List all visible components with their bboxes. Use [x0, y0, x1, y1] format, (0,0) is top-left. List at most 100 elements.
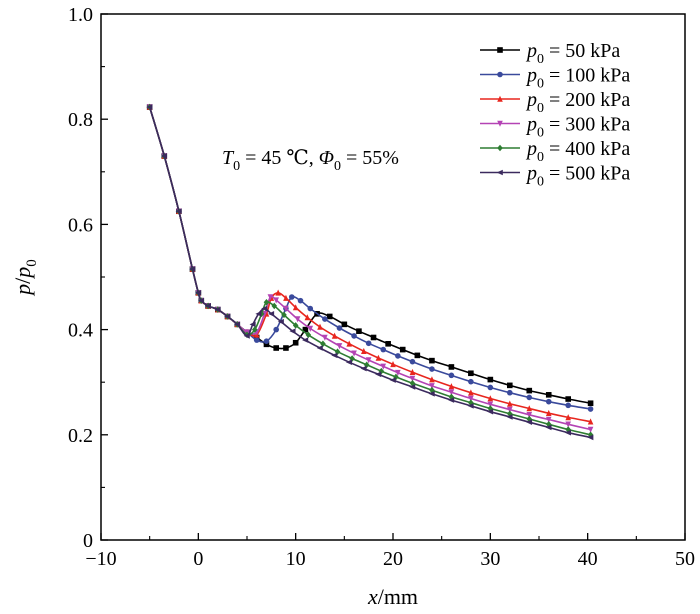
- legend-label: p0 = 400 kPa: [525, 138, 630, 165]
- data-point: [331, 332, 338, 339]
- data-point: [429, 366, 435, 372]
- data-point: [317, 323, 323, 330]
- legend-label: p0 = 500 kPa: [525, 163, 630, 190]
- x-tick-label: −10: [85, 548, 116, 570]
- condition-annotation: T0 = 45 ℃, Φ0 = 55%: [222, 147, 399, 174]
- data-point: [251, 326, 258, 333]
- data-point: [545, 398, 552, 405]
- data-point: [526, 394, 533, 401]
- data-point: [448, 364, 455, 370]
- legend-item-3: p0 = 200 kPa: [480, 89, 630, 116]
- data-point: [243, 333, 250, 339]
- data-point: [261, 305, 268, 312]
- y-tick-label: 0: [83, 530, 93, 552]
- data-point: [587, 400, 594, 407]
- legend-label: p0 = 200 kPa: [525, 89, 630, 116]
- data-point: [204, 303, 211, 309]
- y-tick-label: 0.4: [68, 320, 93, 342]
- legend-item-4: p0 = 300 kPa: [480, 114, 630, 141]
- data-point: [507, 389, 513, 396]
- legend-swatch-marker: [497, 95, 503, 102]
- data-point: [380, 363, 387, 370]
- legend-item-6: p0 = 500 kPa: [480, 163, 630, 190]
- data-point: [267, 294, 274, 301]
- data-point: [341, 321, 348, 328]
- data-point: [175, 208, 182, 215]
- data-point: [468, 395, 474, 402]
- series-6: [146, 104, 594, 441]
- data-point: [378, 367, 385, 375]
- data-point: [429, 383, 435, 390]
- data-point: [587, 426, 594, 433]
- data-point: [370, 334, 377, 341]
- legend-swatch-marker: [497, 47, 503, 53]
- data-point: [189, 266, 196, 272]
- legend-item-5: p0 = 400 kPa: [480, 138, 630, 165]
- data-point: [429, 357, 435, 364]
- data-point: [288, 294, 295, 300]
- y-tick-label: 0.6: [68, 214, 93, 236]
- y-tick-label: 0.8: [68, 109, 93, 131]
- data-point: [409, 375, 416, 382]
- legend-swatch-marker: [496, 169, 503, 176]
- data-point: [322, 334, 328, 341]
- data-point: [249, 321, 256, 328]
- data-point: [545, 409, 552, 417]
- data-point: [564, 429, 571, 436]
- data-point: [275, 289, 281, 296]
- data-point: [565, 402, 571, 409]
- data-point: [334, 348, 341, 355]
- data-point: [487, 408, 494, 415]
- data-point: [258, 310, 265, 318]
- data-point: [506, 414, 513, 420]
- data-point: [345, 359, 352, 366]
- data-point: [292, 304, 299, 311]
- series-line: [148, 106, 591, 439]
- data-point: [507, 382, 513, 389]
- x-tick-label: 0: [193, 548, 203, 570]
- data-point: [322, 316, 328, 322]
- data-point: [273, 326, 280, 333]
- data-point: [448, 372, 455, 379]
- legend-swatch-marker: [497, 71, 503, 78]
- data-point: [429, 386, 435, 394]
- data-point: [448, 397, 455, 403]
- data-point: [487, 384, 494, 391]
- data-point: [361, 347, 367, 354]
- data-point: [389, 377, 396, 383]
- data-point: [283, 305, 289, 312]
- y-tick-label: 1.0: [68, 4, 93, 26]
- data-point: [255, 311, 262, 317]
- data-point: [565, 421, 571, 428]
- data-point: [233, 321, 241, 328]
- x-tick-label: 40: [578, 548, 598, 570]
- data-point: [307, 305, 314, 312]
- data-point: [281, 311, 287, 319]
- data-point: [351, 350, 357, 357]
- data-point: [326, 313, 333, 320]
- data-point: [224, 313, 231, 320]
- data-point: [320, 340, 326, 348]
- legend-item-2: p0 = 100 kPa: [480, 65, 630, 92]
- data-point: [380, 346, 387, 353]
- data-point: [507, 400, 513, 407]
- data-point: [336, 325, 343, 331]
- data-point: [365, 357, 372, 364]
- legend-item-1: p0 = 50 kPa: [480, 40, 620, 67]
- x-tick-label: 20: [383, 548, 403, 570]
- data-point: [448, 389, 455, 396]
- data-point: [526, 412, 533, 419]
- data-point: [305, 331, 312, 339]
- data-point: [146, 104, 153, 110]
- data-point: [587, 431, 594, 439]
- data-point: [409, 384, 416, 390]
- data-point: [268, 311, 275, 317]
- data-point: [375, 354, 382, 361]
- legend-label: p0 = 300 kPa: [525, 114, 630, 141]
- data-point: [487, 376, 494, 383]
- data-point: [297, 297, 304, 304]
- data-point: [356, 328, 362, 334]
